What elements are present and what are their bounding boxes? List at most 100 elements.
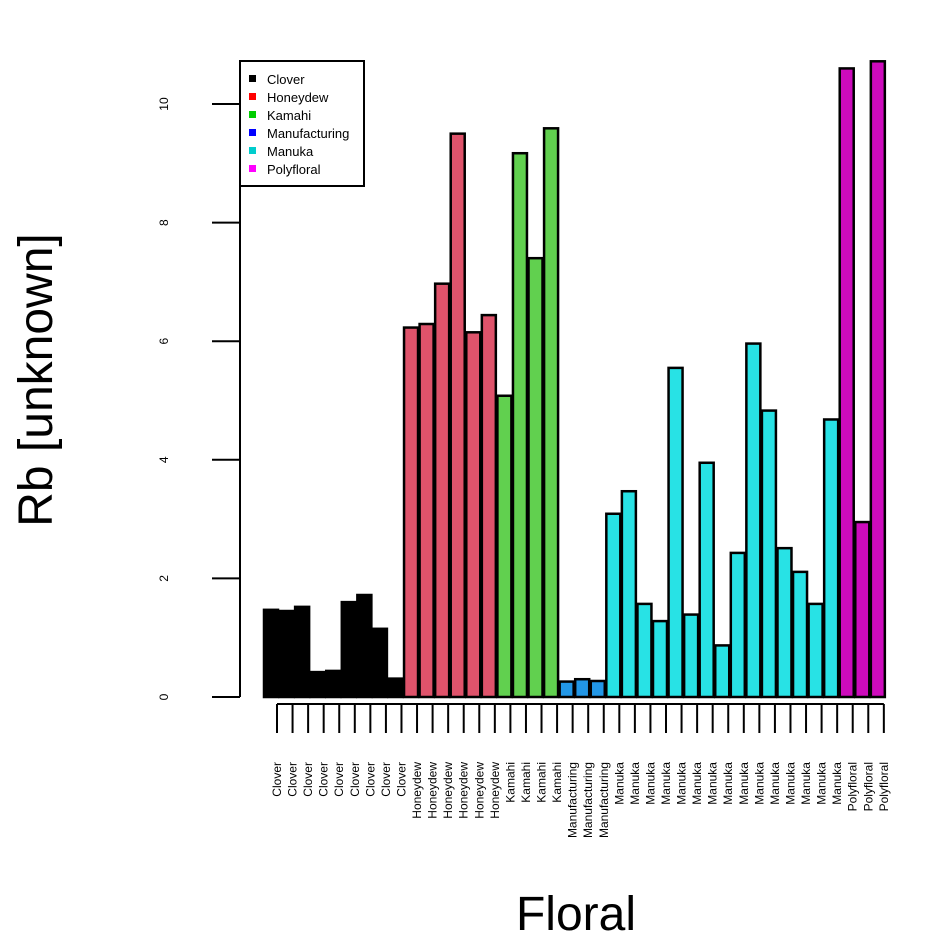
x-tick-label: Manuka (815, 762, 829, 805)
bar (713, 644, 731, 699)
bar (324, 669, 342, 699)
bar (418, 322, 435, 699)
x-tick-label: Manuka (612, 762, 626, 805)
bar (745, 342, 762, 699)
x-tick-label: Clover (270, 762, 284, 797)
bar (511, 151, 529, 699)
legend-label: Clover (267, 72, 305, 87)
bar (791, 570, 809, 699)
bar (760, 409, 778, 699)
x-tick-label: Clover (332, 762, 346, 797)
y-tick-label: 4 (157, 456, 171, 463)
x-tick-label: Honeydew (457, 762, 471, 819)
x-tick-label: Clover (317, 762, 331, 797)
x-tick-label: Honeydew (426, 762, 440, 819)
x-tick-label: Honeydew (488, 762, 502, 819)
legend-box (239, 60, 365, 187)
legend-label: Manuka (267, 144, 314, 159)
legend-swatch (249, 147, 256, 154)
y-axis: 0 2 4 6 8 10 (157, 97, 241, 700)
bar (449, 132, 466, 699)
x-tick-label: Polyfloral (877, 762, 891, 811)
bar (340, 600, 358, 699)
x-tick-label: Manuka (737, 762, 751, 805)
bar (776, 546, 793, 699)
legend-label: Kamahi (267, 108, 311, 123)
x-tick-label: Clover (301, 762, 315, 797)
bar (496, 394, 513, 699)
legend-label: Polyfloral (267, 162, 321, 177)
x-tick-label: Manuka (675, 762, 689, 805)
x-tick-label: Kamahi (550, 762, 564, 803)
bar (387, 677, 404, 699)
x-tick-label: Manuka (659, 762, 673, 805)
bar (636, 602, 653, 699)
bar (854, 520, 871, 699)
bar (729, 551, 747, 699)
x-axis-label: Floral (516, 888, 636, 941)
bar (356, 593, 373, 699)
legend-swatch (249, 111, 256, 118)
bar (698, 461, 715, 699)
x-tick-label: Manuka (768, 762, 782, 805)
bar (807, 602, 824, 699)
bar (651, 619, 669, 699)
x-tick-label: Honeydew (410, 762, 424, 819)
bar (527, 256, 544, 699)
bar (262, 608, 280, 699)
y-tick-label: 2 (157, 575, 171, 582)
bar (309, 670, 326, 699)
x-tick-label: Kamahi (535, 762, 549, 803)
y-tick-label: 0 (157, 693, 171, 700)
x-tick-label: Manuka (799, 762, 813, 805)
legend-swatch (249, 75, 256, 82)
x-tick-label: Manufacturing (581, 762, 595, 838)
legend-swatch (249, 165, 256, 172)
bar (293, 605, 311, 699)
bar (558, 680, 575, 699)
x-tick-label: Clover (394, 762, 408, 797)
x-tick-label: Clover (379, 762, 393, 797)
bar (605, 512, 622, 699)
y-axis-label: Rb [unknown] (10, 233, 63, 527)
legend-swatch (249, 93, 256, 100)
bar (371, 627, 389, 699)
x-tick-label: Manufacturing (597, 762, 611, 838)
x-tick-label: Kamahi (519, 762, 533, 803)
legend-label: Honeydew (267, 90, 329, 105)
bar (589, 679, 607, 699)
legend: Clover Honeydew Kamahi Manufacturing Manuka P… (239, 60, 365, 187)
legend-label: Manufacturing (267, 126, 349, 141)
bar (682, 613, 700, 699)
bar (465, 331, 482, 699)
bar (838, 67, 855, 699)
x-tick-label: Manuka (706, 762, 720, 805)
bar (278, 609, 295, 699)
x-tick-label: Kamahi (503, 762, 517, 803)
x-tick-label: Manuka (628, 762, 642, 805)
bar (620, 489, 638, 699)
x-tick-label: Manuka (721, 762, 735, 805)
x-tick-label: Polyfloral (846, 762, 860, 811)
bar (573, 677, 591, 699)
bar (869, 60, 887, 699)
bar (667, 366, 684, 699)
x-tick-label: Polyfloral (861, 762, 875, 811)
bar (433, 282, 451, 699)
bar (480, 313, 498, 699)
x-tick-label: Clover (286, 762, 300, 797)
x-axis: Clover Clover Clover Clover Clover Clover Clov… (270, 703, 891, 838)
bar (822, 418, 840, 699)
x-tick-label: Clover (348, 762, 362, 797)
y-tick-label: 6 (157, 338, 171, 345)
y-tick-label: 8 (157, 219, 171, 226)
legend-swatch (249, 129, 256, 136)
x-tick-label: Manuka (752, 762, 766, 805)
x-tick-label: Honeydew (472, 762, 486, 819)
bars (262, 60, 887, 699)
x-tick-label: Clover (363, 762, 377, 797)
bar (402, 326, 420, 699)
x-tick-label: Manuka (643, 762, 657, 805)
x-tick-label: Manuka (830, 762, 844, 805)
